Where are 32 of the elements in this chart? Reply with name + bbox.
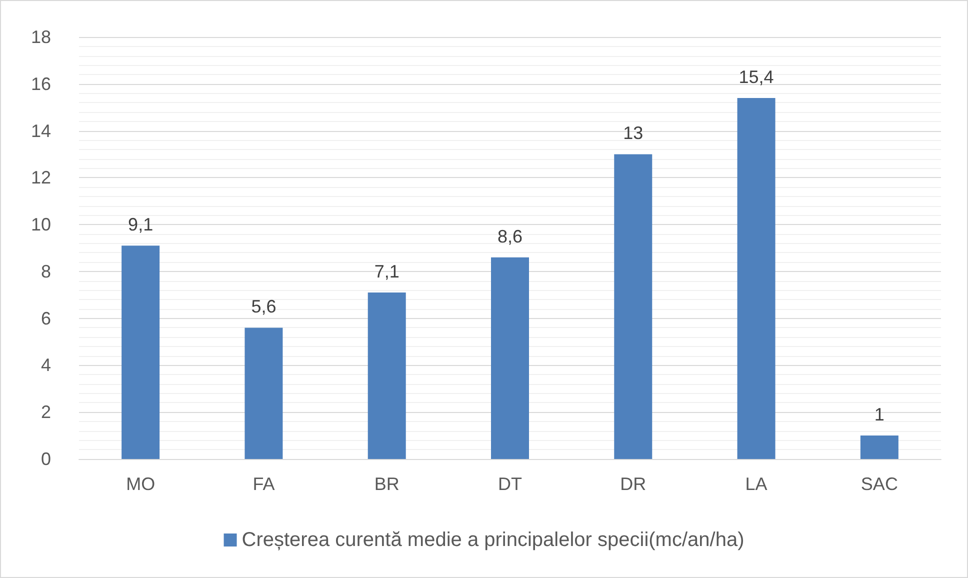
- bar: [122, 246, 160, 459]
- x-tick-label: SAC: [860, 474, 898, 494]
- y-tick-label: 16: [30, 74, 51, 94]
- bar: [368, 292, 406, 459]
- y-tick-label: 12: [30, 168, 51, 188]
- data-label: 5,6: [251, 296, 276, 317]
- x-tick-label: DT: [498, 474, 522, 494]
- bar: [737, 98, 776, 459]
- x-tick-label: DR: [620, 474, 646, 494]
- legend-label: Creșterea curentă medie a principalelor specii(mc/an/ha): [242, 529, 744, 551]
- bar: [491, 257, 529, 459]
- x-tick-label: LA: [745, 474, 768, 494]
- bar: [614, 154, 652, 459]
- y-tick-label: 4: [40, 355, 51, 376]
- y-tick-label: 8: [40, 261, 51, 282]
- x-tick-label: FA: [252, 474, 275, 494]
- y-tick-label: 0: [40, 449, 51, 469]
- data-label: 7,1: [374, 262, 400, 282]
- data-label: 13: [623, 123, 644, 144]
- data-label: 15,4: [738, 66, 774, 87]
- data-label: 9,1: [128, 214, 154, 235]
- y-tick-label: 14: [30, 120, 51, 141]
- y-tick-label: 10: [30, 214, 51, 235]
- data-label: 1: [874, 404, 884, 425]
- bar: [860, 436, 898, 459]
- y-tick-label: 6: [40, 308, 51, 328]
- x-tick-label: MO: [126, 474, 156, 494]
- y-tick-label: 18: [30, 27, 51, 47]
- data-label: 8,6: [497, 226, 523, 246]
- x-tick-label: BR: [374, 474, 400, 494]
- bar: [244, 328, 283, 459]
- y-tick-label: 2: [40, 402, 51, 422]
